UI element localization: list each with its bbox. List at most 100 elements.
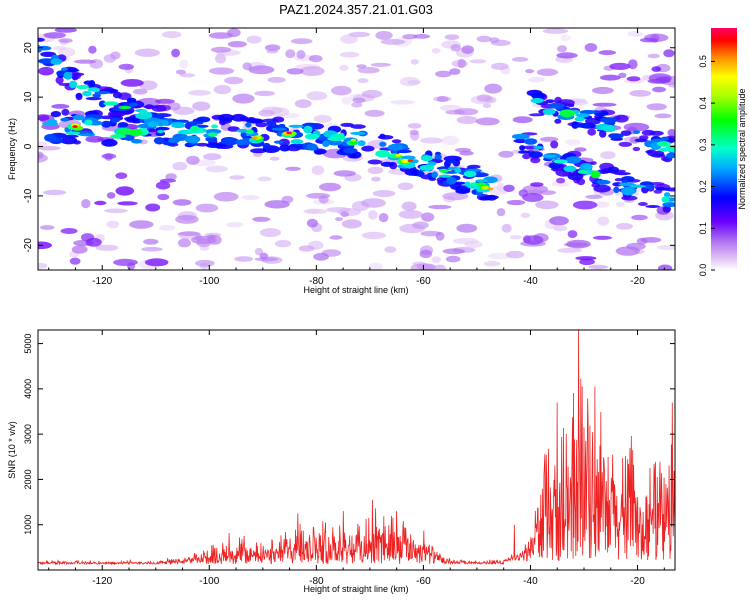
spectrogram-blob xyxy=(171,123,186,129)
spectrogram-blob xyxy=(326,207,351,213)
spectrogram-blob xyxy=(159,224,176,231)
spectrogram-blob xyxy=(175,69,186,75)
spectrogram-blob xyxy=(444,34,460,40)
spectrogram-blob xyxy=(413,34,431,39)
spectrogram-blob xyxy=(117,201,138,206)
spectrogram-blob xyxy=(531,92,545,99)
spectrogram-blob xyxy=(135,112,153,120)
spectrogram-blob xyxy=(134,48,160,57)
spectrogram-blob xyxy=(129,220,154,229)
spectrogram-blob xyxy=(602,124,616,133)
spectrogram-blob xyxy=(155,181,171,190)
spectrogram-blob xyxy=(378,213,389,223)
spectrogram-blob xyxy=(640,37,658,43)
spectrogram-blob xyxy=(190,136,198,144)
spectrogram-blob xyxy=(667,128,675,137)
spectrogram-blob xyxy=(609,62,631,70)
spectrogram-blob xyxy=(391,139,402,144)
spectrogram-blob xyxy=(487,187,494,191)
spectrogram-blob xyxy=(50,58,63,65)
spectrogram-blob xyxy=(101,153,117,159)
snr-x-ticks: -120 -100 -80 -60 -40 -20 xyxy=(48,330,665,587)
colorbar-label: Normalized spectral amplitude xyxy=(737,88,747,209)
spectrogram-blob xyxy=(428,204,452,210)
spectrogram-blob xyxy=(542,154,557,158)
spectrogram-blob xyxy=(343,147,358,154)
spectrogram-panel: -120 -100 -80 -60 -40 -20 20 10 0 -10 -20 Height … xyxy=(7,27,676,295)
spectrogram-blob xyxy=(313,252,329,261)
spectrogram-blob xyxy=(646,103,667,111)
spectrogram-blob xyxy=(600,117,618,124)
spectrogram-blob xyxy=(456,116,478,124)
spectrogram-blob xyxy=(613,186,620,193)
spectrogram-blob xyxy=(419,249,433,259)
spectrogram-x-label: Height of straight line (km) xyxy=(303,285,408,295)
spectrogram-blob xyxy=(58,38,73,43)
spectrogram-blob xyxy=(129,102,138,107)
spectrogram-blob xyxy=(367,166,384,175)
spectrogram-blob xyxy=(618,72,627,79)
spectrogram-blob xyxy=(431,256,441,264)
spectrogram-blob xyxy=(631,214,648,221)
spectrogram-blob xyxy=(511,57,529,62)
spectrogram-blob xyxy=(305,192,331,199)
snr-x-tick-label: -80 xyxy=(309,576,324,587)
spectrogram-blob xyxy=(522,153,531,160)
spectrogram-blob xyxy=(172,161,188,171)
spectrogram-blob xyxy=(545,99,555,103)
spectrogram-blob xyxy=(38,114,50,121)
spectrogram-blob xyxy=(614,114,629,123)
spectrogram-blob xyxy=(456,223,478,233)
spectrogram-blob xyxy=(195,203,219,213)
colorbar-tick-label: 0.4 xyxy=(698,97,708,110)
spectrogram-blob xyxy=(69,80,78,89)
spectrogram-blob xyxy=(61,67,68,71)
spectrogram-blob xyxy=(88,45,97,54)
spectrogram-blob xyxy=(296,50,306,59)
spectrogram-blob xyxy=(211,124,218,129)
spectrogram-blob xyxy=(118,63,135,70)
spectrogram-blob xyxy=(65,131,81,135)
spectrogram-blob xyxy=(43,189,67,196)
spectrogram-blob xyxy=(357,140,366,147)
spectrogram-x-tick-label: -60 xyxy=(416,276,431,287)
spectrogram-blob xyxy=(333,170,356,177)
spectrogram-blob xyxy=(421,212,435,222)
spectrogram-blob xyxy=(633,130,640,135)
spectrogram-blob xyxy=(533,145,544,150)
spectrogram-blob xyxy=(501,223,512,233)
spectrogram-blob xyxy=(627,30,643,37)
spectrogram-blob xyxy=(286,68,304,75)
spectrogram-blob xyxy=(549,216,569,226)
spectrogram-blob xyxy=(141,247,163,252)
snr-series-line xyxy=(38,330,675,566)
spectrogram-blob xyxy=(224,76,244,85)
spectrogram-blob xyxy=(60,228,78,234)
snr-panel: -120 -100 -80 -60 -40 -20 1000 2000 3000 4000 500… xyxy=(7,329,676,594)
spectrogram-blob xyxy=(172,133,189,141)
spectrogram-blob xyxy=(375,150,390,158)
spectrogram-blob xyxy=(327,139,343,146)
spectrogram-blob xyxy=(205,128,222,135)
spectrogram-y-label: Frequency (Hz) xyxy=(7,118,17,180)
spectrogram-blob xyxy=(575,256,597,261)
spectrogram-blob xyxy=(117,122,129,128)
spectrogram-blob xyxy=(557,45,567,53)
spectrogram-blob xyxy=(360,198,386,208)
spectrogram-blob xyxy=(306,218,318,228)
spectrogram-blob xyxy=(177,231,201,236)
spectrogram-blob xyxy=(235,139,251,146)
snr-y-label: SNR (10 * v/v) xyxy=(7,421,17,479)
spectrogram-blob xyxy=(404,168,421,176)
spectrogram-blob xyxy=(208,67,235,75)
spectrogram-blob xyxy=(489,37,500,43)
spectrogram-blob xyxy=(618,141,632,147)
spectrogram-blob xyxy=(657,264,673,270)
spectrogram-blob xyxy=(553,159,568,164)
spectrogram-blob xyxy=(384,246,397,253)
spectrogram-blob xyxy=(557,247,583,253)
spectrogram-blob xyxy=(407,79,421,85)
spectrogram-blob xyxy=(110,134,126,139)
spectrogram-blob xyxy=(335,217,343,222)
spectrogram-blob xyxy=(559,109,576,118)
